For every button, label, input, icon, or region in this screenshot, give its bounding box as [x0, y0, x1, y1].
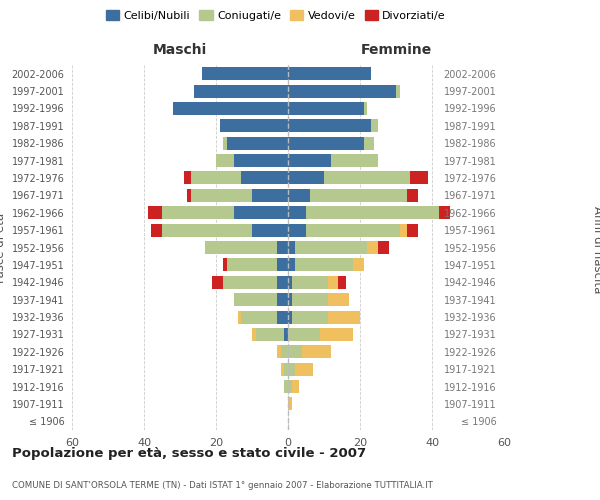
Bar [292, 293, 328, 306]
Bar [227, 136, 288, 149]
Bar [295, 241, 367, 254]
Bar [223, 136, 227, 149]
Bar [288, 310, 292, 324]
Bar [324, 172, 410, 184]
Bar [252, 328, 256, 341]
Bar [173, 102, 288, 115]
Bar [407, 189, 418, 202]
Bar [338, 276, 346, 289]
Bar [205, 241, 277, 254]
Bar [238, 310, 241, 324]
Bar [328, 293, 349, 306]
Bar [191, 189, 252, 202]
Bar [277, 346, 281, 358]
Bar [353, 258, 364, 272]
Bar [194, 84, 288, 98]
Bar [284, 328, 288, 341]
Bar [281, 346, 288, 358]
Bar [288, 172, 324, 184]
Bar [371, 120, 378, 132]
Bar [288, 206, 306, 220]
Bar [234, 154, 288, 167]
Bar [328, 310, 360, 324]
Bar [184, 172, 191, 184]
Bar [162, 206, 234, 220]
Legend: Celibi/Nubili, Coniugati/e, Vedovi/e, Divorziati/e: Celibi/Nubili, Coniugati/e, Vedovi/e, Di… [101, 6, 451, 25]
Bar [220, 120, 288, 132]
Bar [288, 189, 310, 202]
Bar [191, 172, 241, 184]
Bar [256, 328, 284, 341]
Bar [288, 241, 295, 254]
Y-axis label: Fasce di età: Fasce di età [0, 212, 7, 282]
Bar [288, 380, 292, 393]
Bar [396, 84, 400, 98]
Bar [410, 172, 428, 184]
Text: Maschi: Maschi [153, 44, 207, 58]
Bar [288, 154, 331, 167]
Bar [407, 224, 418, 236]
Bar [295, 258, 353, 272]
Bar [241, 172, 288, 184]
Bar [288, 120, 371, 132]
Bar [223, 258, 227, 272]
Bar [212, 276, 223, 289]
Bar [328, 276, 338, 289]
Bar [288, 67, 371, 80]
Bar [277, 310, 288, 324]
Bar [202, 67, 288, 80]
Bar [320, 328, 353, 341]
Bar [281, 362, 284, 376]
Bar [306, 206, 439, 220]
Bar [288, 346, 302, 358]
Bar [148, 206, 162, 220]
Bar [288, 328, 320, 341]
Bar [378, 241, 389, 254]
Bar [277, 276, 288, 289]
Bar [187, 189, 191, 202]
Bar [295, 362, 313, 376]
Bar [241, 310, 277, 324]
Bar [252, 224, 288, 236]
Bar [331, 154, 378, 167]
Bar [439, 206, 450, 220]
Bar [306, 224, 400, 236]
Bar [364, 102, 367, 115]
Bar [284, 380, 288, 393]
Bar [234, 293, 277, 306]
Bar [234, 206, 288, 220]
Bar [400, 224, 407, 236]
Bar [310, 189, 407, 202]
Bar [277, 258, 288, 272]
Bar [288, 276, 292, 289]
Bar [288, 224, 306, 236]
Bar [151, 224, 162, 236]
Text: Anni di nascita: Anni di nascita [590, 206, 600, 294]
Bar [277, 241, 288, 254]
Bar [302, 346, 331, 358]
Bar [288, 102, 364, 115]
Text: Popolazione per età, sesso e stato civile - 2007: Popolazione per età, sesso e stato civil… [12, 448, 366, 460]
Bar [367, 241, 378, 254]
Bar [227, 258, 277, 272]
Bar [292, 310, 328, 324]
Bar [292, 380, 299, 393]
Bar [292, 276, 328, 289]
Bar [288, 136, 364, 149]
Text: Femmine: Femmine [361, 44, 431, 58]
Bar [364, 136, 374, 149]
Bar [216, 154, 234, 167]
Bar [288, 398, 292, 410]
Bar [288, 258, 295, 272]
Bar [288, 293, 292, 306]
Bar [252, 189, 288, 202]
Bar [223, 276, 277, 289]
Bar [284, 362, 288, 376]
Text: COMUNE DI SANT'ORSOLA TERME (TN) - Dati ISTAT 1° gennaio 2007 - Elaborazione TUT: COMUNE DI SANT'ORSOLA TERME (TN) - Dati … [12, 480, 433, 490]
Bar [288, 84, 396, 98]
Bar [162, 224, 252, 236]
Bar [277, 293, 288, 306]
Bar [288, 362, 295, 376]
